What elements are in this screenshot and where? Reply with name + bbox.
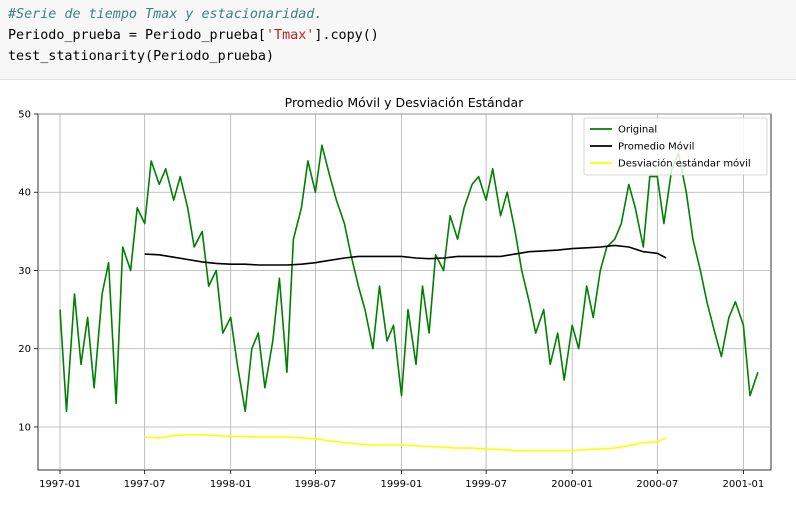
y-tick-label: 50	[18, 110, 31, 121]
y-tick-label: 30	[18, 266, 31, 277]
code-input[interactable]: #Serie de tiempo Tmax y estacionaridad. P…	[0, 4, 796, 67]
code-token: #Serie de tiempo Tmax y estacionaridad.	[8, 7, 323, 22]
code-token: test_stationarity(Periodo_prueba)	[8, 49, 275, 64]
legend-label: Promedio Móvil	[618, 141, 694, 153]
code-token: 'Tmax'	[265, 28, 315, 43]
code-line: #Serie de tiempo Tmax y estacionaridad.	[0, 4, 796, 25]
y-tick-label: 20	[18, 344, 31, 355]
x-tick-label: 1997-07	[124, 479, 166, 490]
code-cell[interactable]: #Serie de tiempo Tmax y estacionaridad. P…	[0, 0, 796, 80]
code-line: Periodo_prueba = Periodo_prueba['Tmax'].…	[0, 25, 796, 46]
code-token: Periodo_prueba = Periodo_prueba[	[8, 28, 266, 43]
legend-label: Desviación estándar móvil	[618, 158, 751, 170]
chart: 1997-01 1997-07 1998-01 1998-07 1999-01 1999-…	[18, 95, 772, 490]
series-line-2	[144, 244, 667, 266]
x-tick-label: 2000-07	[636, 479, 678, 490]
output-area: 1997-01 1997-07 1998-01 1998-07 1999-01 1999-…	[0, 80, 796, 501]
x-tick-label: 2000-01	[551, 479, 593, 490]
x-tick-label: 1998-01	[210, 479, 252, 490]
x-tick-label: 1999-01	[381, 479, 423, 490]
x-tick-label: 2001-01	[723, 479, 765, 490]
x-tick-label: 1999-07	[465, 479, 507, 490]
legend-box	[583, 117, 768, 176]
series-line-3	[144, 433, 667, 452]
y-tick-label: 10	[18, 422, 31, 433]
legend-label: Original	[618, 125, 657, 136]
y-tick-label: 40	[18, 188, 31, 199]
x-tick-label: 1997-01	[39, 479, 81, 490]
code-token: ].copy()	[314, 28, 379, 43]
chart-title: Promedio Móvil y Desviación Estándar	[285, 95, 525, 110]
series-line-1	[59, 144, 759, 413]
code-line: test_stationarity(Periodo_prueba)	[0, 46, 796, 67]
x-tick-label: 1998-07	[294, 479, 336, 490]
